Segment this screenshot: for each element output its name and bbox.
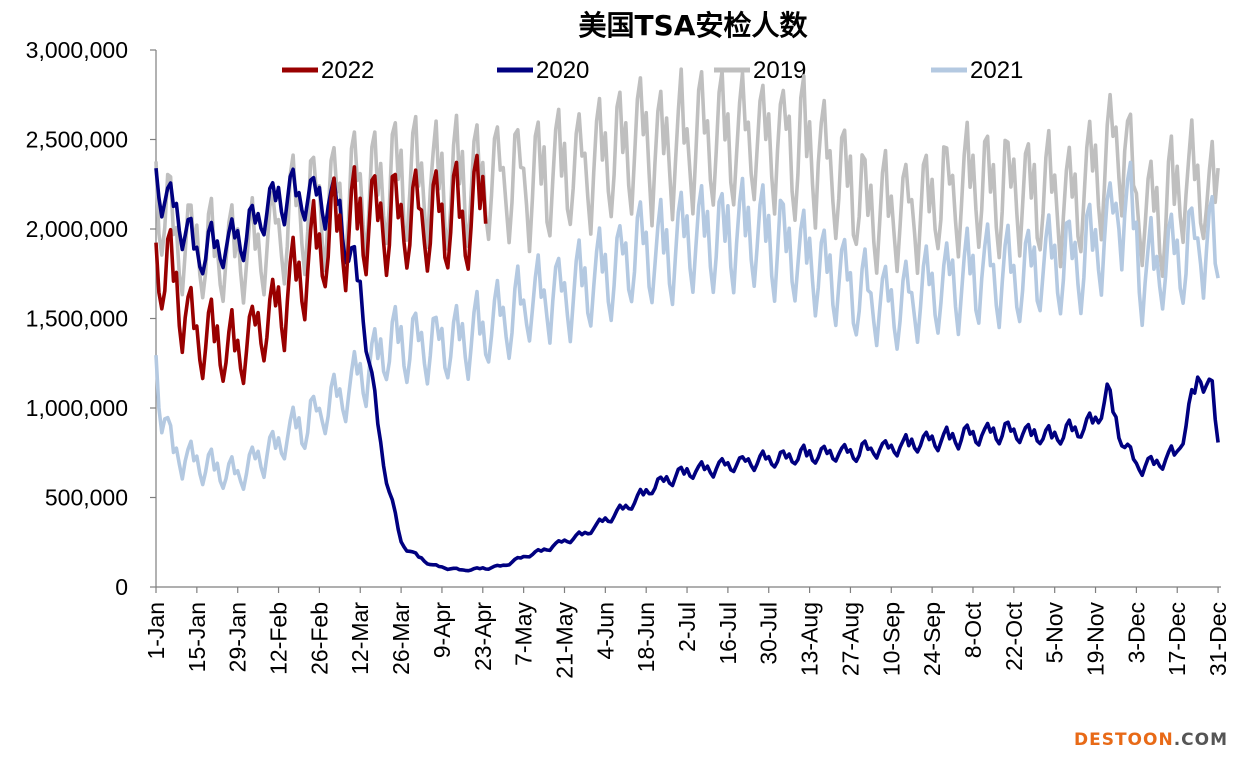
y-tick-label: 1,500,000 <box>26 306 128 332</box>
x-tick-label: 10-Sep <box>878 602 904 676</box>
x-tick-label: 13-Aug <box>797 602 823 676</box>
x-tick-label: 23-Apr <box>470 602 496 671</box>
x-tick-label: 16-Jul <box>715 602 741 665</box>
legend-label-2020: 2020 <box>536 57 589 84</box>
legend-label-2019: 2019 <box>753 57 806 84</box>
series-line-2019 <box>154 67 1220 305</box>
legend-label-2022: 2022 <box>321 57 374 84</box>
x-tick-label: 3-Dec <box>1123 602 1149 663</box>
y-tick-label: 0 <box>115 574 128 600</box>
series-line-2022 <box>154 153 488 386</box>
legend-label-2021: 2021 <box>970 57 1023 84</box>
series-lines <box>154 67 1220 573</box>
watermark-main: DESTOON <box>1073 730 1174 750</box>
x-tick-label: 7-May <box>511 602 537 666</box>
y-axis: 0 500,000 1,000,000 1,500,000 2,000,000 2,500… <box>26 37 157 600</box>
x-tick-label: 29-Jan <box>225 602 251 672</box>
x-tick-label: 18-Jun <box>633 602 659 672</box>
x-tick-label: 24-Sep <box>919 602 945 676</box>
x-tick-label: 2-Jul <box>674 602 700 652</box>
x-tick-label: 26-Mar <box>388 602 414 675</box>
x-tick-label: 15-Jan <box>184 602 210 672</box>
x-tick-label: 22-Oct <box>1001 601 1027 671</box>
x-tick-label: 1-Jan <box>143 602 169 660</box>
watermark-suffix: .COM <box>1173 730 1228 750</box>
y-tick-label: 2,500,000 <box>26 127 128 153</box>
y-tick-label: 500,000 <box>45 485 128 511</box>
x-tick-label: 5-Nov <box>1042 602 1068 664</box>
x-tick-label: 8-Oct <box>960 601 986 658</box>
y-tick-label: 2,000,000 <box>26 216 128 242</box>
x-tick-label: 19-Nov <box>1083 602 1109 677</box>
chart-title: 美国TSA安检人数 <box>579 9 809 42</box>
watermark: DESTOON.COM <box>1074 730 1228 750</box>
x-tick-label: 31-Dec <box>1205 602 1231 676</box>
x-axis: 1-Jan 15-Jan 29-Jan 12-Feb 26-Feb 12-Mar 26-Ma… <box>143 586 1231 679</box>
x-tick-label: 26-Feb <box>306 602 332 675</box>
y-tick-label: 3,000,000 <box>26 37 128 63</box>
x-tick-label: 12-Mar <box>347 602 373 675</box>
x-tick-label: 17-Dec <box>1164 602 1190 676</box>
x-tick-label: 9-Apr <box>429 602 455 659</box>
series-line-2021 <box>154 160 1220 492</box>
x-tick-label: 30-Jul <box>756 602 782 665</box>
x-tick-label: 27-Aug <box>837 602 863 676</box>
y-tick-label: 1,000,000 <box>26 395 128 421</box>
x-tick-label: 21-May <box>551 602 577 679</box>
legend: 2022 2020 2019 2021 <box>282 57 1023 84</box>
x-tick-label: 12-Feb <box>266 602 292 675</box>
x-tick-label: 4-Jun <box>592 602 618 660</box>
